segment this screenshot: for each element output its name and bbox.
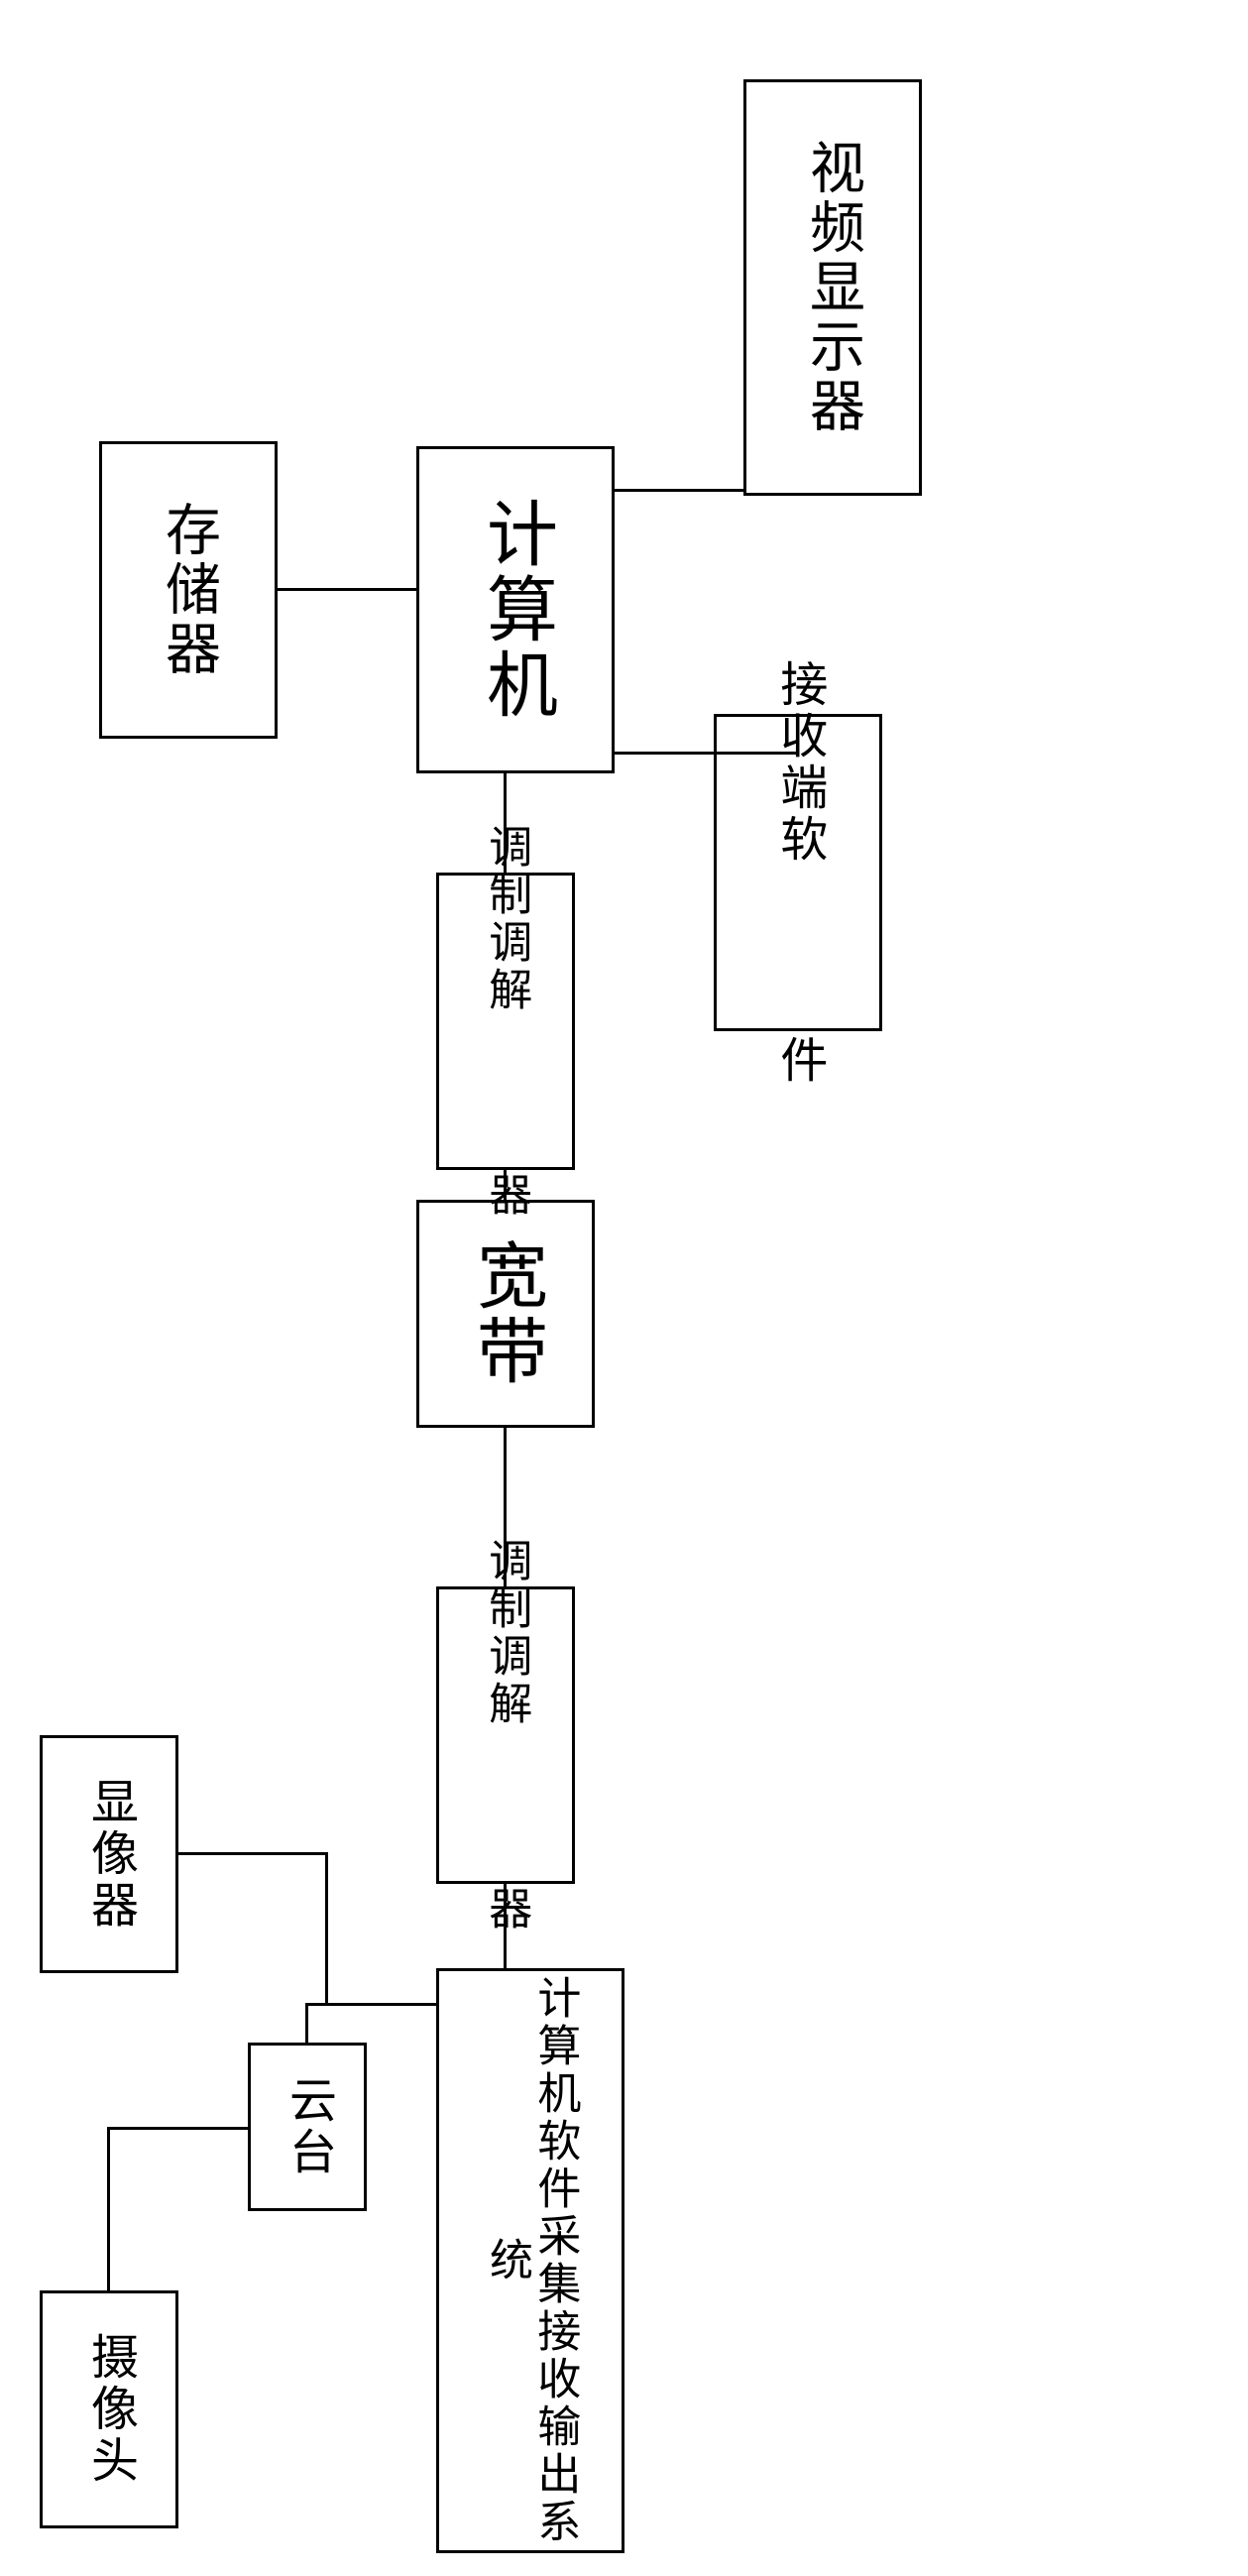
node-recv-sw: 接收端软 件 (714, 714, 882, 1031)
node-computer: 计算机 (416, 446, 615, 773)
node-label: 宽带 (454, 1238, 558, 1389)
edge (325, 1852, 328, 2006)
edge (278, 588, 416, 591)
node-label: 调制调解 器 (482, 1538, 529, 1933)
node-label: 存储器 (149, 501, 229, 679)
edge (107, 2127, 248, 2130)
edge (615, 752, 798, 755)
edge (796, 714, 799, 754)
node-broadband: 宽带 (416, 1200, 595, 1428)
node-yuntai: 云台 (248, 2043, 367, 2211)
node-label: 计算机软件采集接收输出系统 (483, 1971, 579, 2550)
node-label: 计算机 (464, 497, 568, 723)
node-storage: 存储器 (99, 441, 278, 739)
edge (305, 2003, 308, 2043)
node-camera: 摄像头 (40, 2290, 178, 2528)
edge (504, 773, 507, 873)
node-label: 云台 (273, 2075, 342, 2178)
edge (504, 1428, 507, 1586)
node-label: 调制调解 器 (482, 824, 529, 1220)
node-label: 摄像头 (74, 2332, 144, 2487)
node-label: 显像器 (74, 1777, 144, 1932)
node-modem1: 调制调解 器 (436, 1586, 575, 1884)
node-label: 视频显示器 (793, 139, 873, 436)
node-modem2: 调制调解 器 (436, 873, 575, 1170)
node-display-dev: 显像器 (40, 1735, 178, 1973)
edge (504, 1884, 507, 1968)
edge (107, 2127, 110, 2290)
node-collector: 计算机软件采集接收输出系统 (436, 1968, 624, 2553)
node-video-disp: 视频显示器 (743, 79, 922, 496)
edge (178, 1852, 327, 1855)
edge (504, 1170, 507, 1200)
edge (615, 489, 743, 492)
